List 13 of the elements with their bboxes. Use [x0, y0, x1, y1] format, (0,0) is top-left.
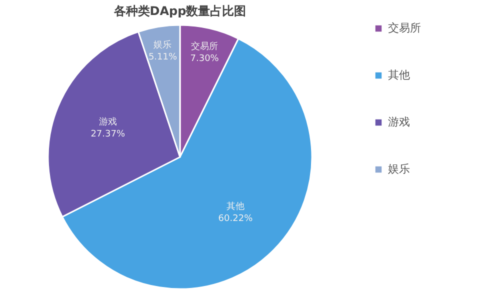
slice-label: 交易所: [191, 40, 218, 52]
legend-label: 娱乐: [388, 162, 410, 176]
legend-label: 交易所: [388, 22, 421, 34]
legend-label: 其他: [388, 68, 410, 82]
slice-label: 其他: [226, 200, 244, 212]
data-label: 60.22%: [218, 214, 254, 224]
data-label: 27.37%: [90, 129, 126, 140]
slice-label: 游戏: [98, 116, 117, 128]
data-label: 7.30%: [190, 54, 220, 64]
chart-title: 各种类DApp数量占比图: [112, 4, 246, 18]
slice-label: 娱乐: [154, 39, 172, 50]
legend-label: 游戏: [388, 116, 410, 128]
data-label: 5.11%: [148, 52, 178, 62]
